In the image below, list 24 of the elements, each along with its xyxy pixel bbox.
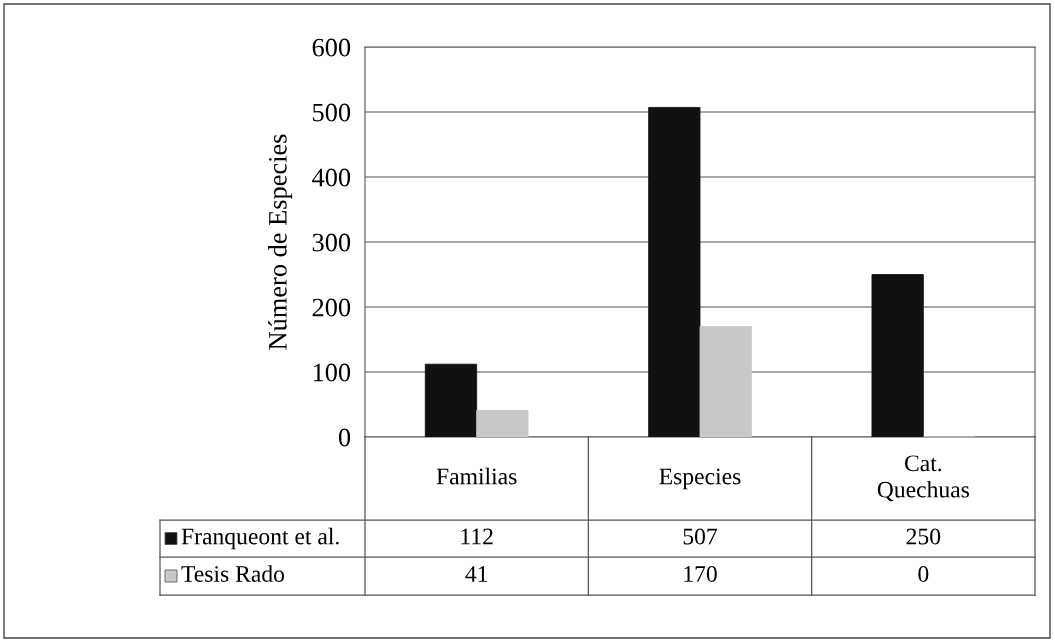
x-tick-label: Familias <box>436 467 517 485</box>
y-tick-label: 100 <box>313 363 351 382</box>
data-label: 41 <box>465 566 488 582</box>
y-tick-label: 200 <box>312 298 351 317</box>
bar <box>648 107 701 437</box>
data-label: 0 <box>918 565 929 582</box>
legend-label: Franqueont et al. <box>181 527 339 550</box>
y-tick-label: 0 <box>338 428 351 447</box>
y-tick-label: 500 <box>313 103 351 122</box>
bar <box>699 326 752 437</box>
x-tick-label: Especies <box>659 468 741 490</box>
data-label: 112 <box>461 528 493 545</box>
bar <box>424 363 478 437</box>
y-tick-label: 400 <box>312 168 351 187</box>
bar <box>476 409 529 437</box>
y-axis-title: Número de Especies <box>268 134 293 350</box>
bar <box>871 274 924 437</box>
x-tick-label: Cat. Quechuas <box>877 455 970 502</box>
data-label: 250 <box>906 528 941 545</box>
data-label: 170 <box>684 565 717 582</box>
data-label: 507 <box>683 528 718 545</box>
y-tick-label: 600 <box>312 38 351 57</box>
y-tick-label: 300 <box>312 233 351 252</box>
legend-label: Tesis Rado <box>181 565 285 582</box>
